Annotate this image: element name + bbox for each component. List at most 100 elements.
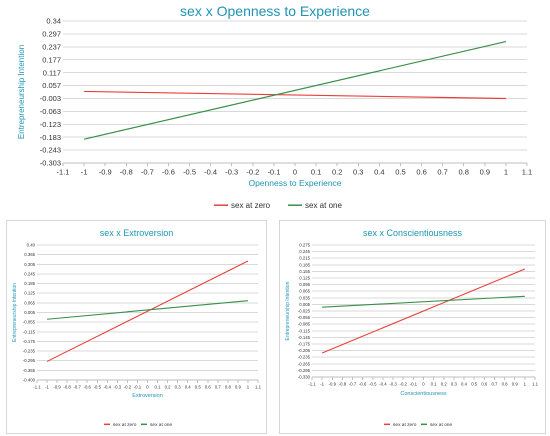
x-tick-label: -0.8 <box>120 168 133 177</box>
chart-title: sex x Openness to Experience <box>180 3 370 19</box>
chart-title: sex x Extroversion <box>100 228 174 238</box>
y-tick-label: -0.330 <box>298 375 311 380</box>
legend-label: sex at one <box>150 422 172 428</box>
x-tick-label: 0.1 <box>311 168 321 177</box>
x-tick-label: -0.1 <box>410 381 418 386</box>
x-tick-label: 0.8 <box>225 384 232 389</box>
y-tick-label: -0.235 <box>23 349 36 354</box>
series-line-sex-at-zero <box>46 260 249 362</box>
y-tick-label: 0.125 <box>299 276 310 281</box>
y-tick-label: 0.297 <box>42 30 61 39</box>
y-tick-label: 0.035 <box>299 295 310 300</box>
y-tick-label: 0.185 <box>24 281 35 286</box>
series-line-sex-at-one <box>46 300 249 320</box>
x-tick-label: 0.1 <box>431 381 438 386</box>
x-tick-label: 1 <box>524 381 527 386</box>
conscientiousness-chart-panel: sex x Conscientiousness 0.275 0.245 0.215 0.… <box>279 220 546 434</box>
x-tick-label: 1.1 <box>532 381 539 386</box>
y-tick-label: 0.245 <box>24 271 35 276</box>
x-tick-label: -0.7 <box>349 381 357 386</box>
y-tick-label: 0.365 <box>24 252 35 257</box>
y-tick-label: -0.003 <box>40 94 61 103</box>
legend-label: sex at one <box>305 201 342 210</box>
y-tick-label: -0.295 <box>23 358 36 363</box>
x-tick-label: 0.2 <box>332 168 342 177</box>
main-chart: sex x Openness to Experience 0.34 0.297 0.2… <box>17 3 532 210</box>
x-axis-title: Openness to Experience <box>248 178 341 188</box>
y-tick-label: -0.145 <box>298 335 311 340</box>
x-tick-label: 0.4 <box>185 384 192 389</box>
x-tick-label: -1.1 <box>33 384 41 389</box>
x-tick-label: 0.2 <box>165 384 172 389</box>
chart-title: sex x Conscientiousness <box>363 228 463 238</box>
y-axis-title: Entrepreneurship Intention <box>285 281 291 340</box>
x-tick-label: -0.9 <box>99 168 112 177</box>
y-tick-label: -0.243 <box>40 146 61 155</box>
x-tick-label: 0.5 <box>395 168 405 177</box>
y-tick-label: 0.185 <box>299 262 310 267</box>
x-tick-label: -0.5 <box>369 381 377 386</box>
y-tick-label: -0.025 <box>298 309 311 314</box>
x-tick-label: -1.1 <box>57 168 70 177</box>
x-tick-label: -1 <box>81 168 88 177</box>
x-tick-label: -0.3 <box>225 168 238 177</box>
y-tick-label: -0.115 <box>23 329 35 334</box>
x-tick-label: 0.7 <box>215 384 222 389</box>
y-tick-label: 0.057 <box>42 81 61 90</box>
x-tick-label: 0.8 <box>502 381 509 386</box>
x-tick-label: -1.1 <box>308 381 316 386</box>
y-tick-label: 0.095 <box>299 282 310 287</box>
y-tick-label: -0.295 <box>298 368 311 373</box>
x-tick-label: -1 <box>45 384 49 389</box>
x-tick-label: -0.2 <box>124 384 132 389</box>
extroversion-chart-panel: sex x Extroversion 0.40 0.365 0.305 0.245 0.1… <box>6 220 267 434</box>
x-tick-label: 0.8 <box>459 168 469 177</box>
legend-label: sex at zero <box>393 422 417 428</box>
x-tick-label: -0.8 <box>63 384 71 389</box>
y-tick-label: 0.40 <box>27 243 36 248</box>
x-tick-label: 0.3 <box>451 381 458 386</box>
x-tick-label: 1.1 <box>255 384 262 389</box>
x-tick-label: 0.5 <box>471 381 478 386</box>
y-tick-label: -0.055 <box>298 315 311 320</box>
x-tick-label: 0.3 <box>353 168 363 177</box>
y-tick-label: 0.065 <box>299 289 310 294</box>
x-tick-label: -0.2 <box>400 381 408 386</box>
y-tick-label: -0.175 <box>23 339 36 344</box>
y-tick-label: -0.265 <box>298 361 311 366</box>
x-tick-label: 0.9 <box>235 384 242 389</box>
x-tick-label: -0.1 <box>134 384 142 389</box>
x-tick-label: 1 <box>504 168 508 177</box>
x-axis-title: Conscientiousness <box>400 391 446 397</box>
y-tick-label: 0.245 <box>299 249 310 254</box>
x-tick-label: -0.6 <box>162 168 175 177</box>
y-tick-label: -0.063 <box>40 107 61 116</box>
y-tick-label: -0.303 <box>40 159 61 168</box>
y-tick-label: 0.215 <box>299 256 310 261</box>
extroversion-chart: sex x Extroversion 0.40 0.365 0.305 0.245 0.1… <box>12 228 262 428</box>
x-tick-label: 0 <box>422 381 425 386</box>
y-tick-label: 0.155 <box>299 269 310 274</box>
x-tick-label: -0.4 <box>204 168 217 177</box>
y-tick-label: 0.275 <box>299 243 310 248</box>
x-tick-label: -0.5 <box>183 168 196 177</box>
y-tick-label: -0.175 <box>298 342 311 347</box>
y-tick-label: 0.005 <box>24 310 35 315</box>
legend-label: sex at one <box>430 422 452 428</box>
x-tick-label: 0.6 <box>481 381 488 386</box>
x-tick-label: -0.5 <box>94 384 102 389</box>
y-tick-label: 0.305 <box>24 262 35 267</box>
x-tick-label: -0.9 <box>53 384 61 389</box>
x-tick-label: 0.2 <box>441 381 448 386</box>
y-tick-label: -0.123 <box>40 120 61 129</box>
conscientiousness-chart: sex x Conscientiousness0.2750.2450.2150.… <box>285 228 539 428</box>
y-tick-label: -0.115 <box>298 328 310 333</box>
x-tick-label: 0.9 <box>512 381 519 386</box>
series-line-sex-at-one <box>83 40 507 140</box>
y-tick-label: 0.065 <box>24 300 35 305</box>
x-tick-label: 1 <box>247 384 250 389</box>
x-tick-label: 0.3 <box>175 384 182 389</box>
x-tick-label: -0.6 <box>84 384 92 389</box>
y-tick-label: -0.205 <box>298 348 311 353</box>
series-line-sex-at-zero <box>321 268 526 354</box>
